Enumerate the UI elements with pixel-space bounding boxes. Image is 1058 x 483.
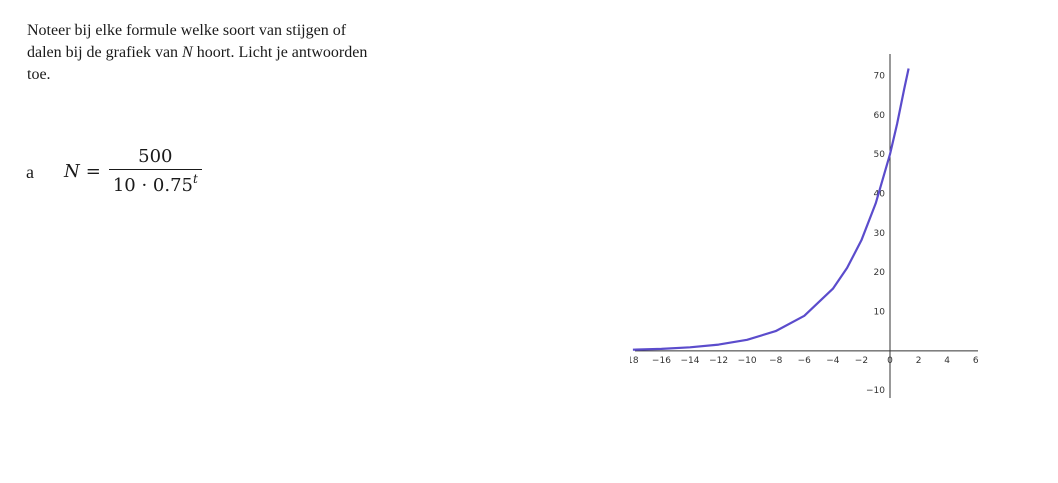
question-line-2-end: hoort. Licht je antwoorden bbox=[192, 44, 368, 61]
x-tick-label: −14 bbox=[681, 356, 700, 366]
formula-equals: = bbox=[85, 160, 101, 182]
x-tick-label: −12 bbox=[709, 356, 728, 366]
y-tick-label: 70 bbox=[874, 72, 886, 82]
item-label-a: a bbox=[26, 162, 34, 182]
denominator-exponent: t bbox=[193, 172, 198, 186]
denominator-base: 10 · 0.75 bbox=[112, 175, 193, 196]
formula: N = 500 10 · 0.75t bbox=[64, 146, 202, 196]
x-tick-label: 4 bbox=[944, 356, 950, 366]
y-tick-label: 50 bbox=[874, 150, 886, 160]
y-tick-label: 60 bbox=[874, 111, 886, 121]
x-tick-label: −16 bbox=[652, 356, 671, 366]
question-line-3: toe. bbox=[27, 66, 51, 83]
x-tick-label: −6 bbox=[798, 356, 812, 366]
formula-fraction: 500 10 · 0.75t bbox=[108, 146, 202, 196]
x-tick-label: 6 bbox=[973, 356, 979, 366]
question-text: Noteer bij elke formule welke soort van … bbox=[27, 20, 397, 86]
question-line-2: dalen bij de grafiek van N hoort. Licht … bbox=[27, 42, 397, 64]
y-tick-label: 30 bbox=[874, 229, 886, 239]
question-line-2-start: dalen bij de grafiek van bbox=[27, 44, 183, 61]
formula-denominator: 10 · 0.75t bbox=[109, 170, 202, 196]
formula-lhs: N bbox=[64, 160, 80, 182]
graph-chart: 18−16−14−12−10−8−6−4−20246−1010203040506… bbox=[630, 54, 979, 398]
fraction-bar bbox=[108, 169, 202, 170]
x-tick-label: 2 bbox=[916, 356, 922, 366]
curve-line bbox=[632, 68, 910, 351]
x-tick-label: 0 bbox=[887, 356, 893, 366]
x-tick-label: −2 bbox=[855, 356, 868, 366]
x-tick-label: −4 bbox=[826, 356, 840, 366]
y-tick-label: 10 bbox=[874, 308, 886, 318]
x-tick-label: −10 bbox=[738, 356, 757, 366]
formula-numerator: 500 bbox=[138, 146, 173, 167]
x-tick-label: −8 bbox=[769, 356, 783, 366]
question-variable: N bbox=[182, 44, 193, 61]
x-tick-label: 18 bbox=[630, 356, 639, 366]
y-tick-label: −10 bbox=[866, 386, 885, 396]
question-line-1: Noteer bij elke formule welke soort van … bbox=[27, 22, 347, 39]
y-tick-label: 20 bbox=[874, 268, 886, 278]
